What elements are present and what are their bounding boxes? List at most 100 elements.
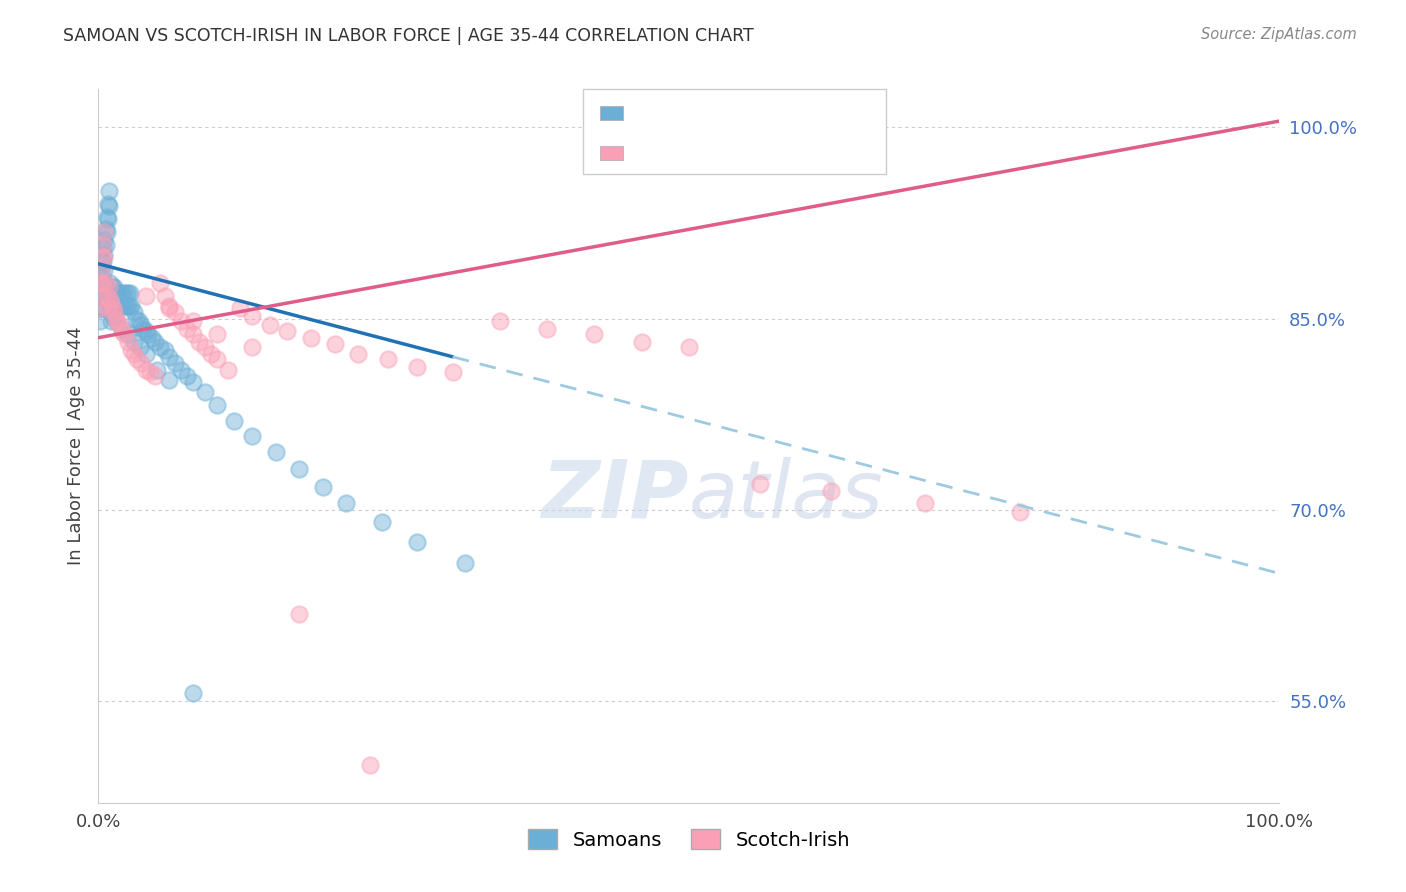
Point <box>135 347 157 361</box>
Point <box>583 326 606 341</box>
Point <box>170 362 193 376</box>
Point <box>181 686 204 700</box>
Point <box>105 311 128 326</box>
Point <box>276 324 298 338</box>
Point <box>97 197 120 211</box>
Point <box>205 326 228 341</box>
Text: 0.374: 0.374 <box>668 144 724 161</box>
Point <box>98 288 121 302</box>
Point <box>89 301 111 316</box>
Point <box>489 314 512 328</box>
Point <box>1008 505 1031 519</box>
Point <box>98 199 121 213</box>
Point <box>103 279 125 293</box>
Text: Source: ZipAtlas.com: Source: ZipAtlas.com <box>1201 27 1357 42</box>
Point <box>127 352 149 367</box>
Point <box>91 270 114 285</box>
Point <box>97 296 120 310</box>
Point <box>135 324 157 338</box>
Point <box>93 248 115 262</box>
Point <box>105 314 128 328</box>
Point <box>128 314 150 328</box>
Y-axis label: In Labor Force | Age 35-44: In Labor Force | Age 35-44 <box>66 326 84 566</box>
Point <box>129 318 152 332</box>
Point <box>89 276 111 290</box>
Point <box>176 322 198 336</box>
Point <box>205 352 228 367</box>
Point <box>240 429 263 443</box>
Point <box>105 286 128 301</box>
Point <box>91 254 114 268</box>
Point <box>93 233 115 247</box>
Point <box>143 368 166 383</box>
Point <box>288 462 311 476</box>
Point <box>97 212 120 227</box>
Point <box>187 334 209 349</box>
Point <box>101 279 124 293</box>
Point <box>205 398 228 412</box>
Point <box>93 276 115 290</box>
Point <box>107 286 129 301</box>
Text: R = -0.170   N = 85: R = -0.170 N = 85 <box>633 104 810 122</box>
Point <box>406 534 429 549</box>
Point <box>105 314 128 328</box>
Point <box>377 352 399 367</box>
Point <box>630 334 652 349</box>
Point <box>157 350 180 364</box>
Point <box>122 305 145 319</box>
Point <box>128 340 150 354</box>
Point <box>146 362 169 376</box>
Point <box>101 309 124 323</box>
Point <box>406 359 429 374</box>
Point <box>103 305 125 319</box>
Point <box>90 263 112 277</box>
Point <box>157 373 180 387</box>
Point <box>93 225 115 239</box>
Point <box>90 276 112 290</box>
Point <box>288 607 311 622</box>
Point <box>97 301 120 316</box>
Point <box>165 356 187 370</box>
Point <box>111 324 134 338</box>
Point <box>194 340 217 354</box>
Point <box>117 334 139 349</box>
Point <box>371 516 394 530</box>
Point <box>122 347 145 361</box>
Point <box>91 276 114 290</box>
Point <box>121 343 143 358</box>
Point <box>101 301 124 316</box>
Point <box>90 288 112 302</box>
Point <box>94 276 117 290</box>
Point <box>194 385 217 400</box>
Point <box>89 314 111 328</box>
Point <box>153 343 176 358</box>
Text: R =  0.374   N = 69: R = 0.374 N = 69 <box>633 144 808 161</box>
Point <box>98 276 121 290</box>
Point <box>111 322 134 336</box>
Point <box>112 326 135 341</box>
Point <box>359 757 381 772</box>
Point <box>93 263 115 277</box>
Point <box>98 293 121 307</box>
Point <box>176 368 198 383</box>
Point <box>181 376 204 390</box>
Text: -0.170: -0.170 <box>668 104 733 122</box>
Point <box>101 293 124 307</box>
Point <box>347 347 370 361</box>
Point <box>98 184 121 198</box>
Point <box>112 299 135 313</box>
Point <box>149 276 172 290</box>
Text: N = 69: N = 69 <box>723 144 790 161</box>
Point <box>114 286 136 301</box>
Point <box>110 286 132 301</box>
Point <box>240 340 263 354</box>
Point <box>121 299 143 313</box>
Point <box>139 365 162 379</box>
Point <box>89 288 111 302</box>
Point <box>98 279 121 293</box>
Point <box>312 480 335 494</box>
Point <box>135 288 157 302</box>
Legend: Samoans, Scotch-Irish: Samoans, Scotch-Irish <box>520 822 858 857</box>
Point <box>89 276 111 290</box>
Point <box>132 322 155 336</box>
